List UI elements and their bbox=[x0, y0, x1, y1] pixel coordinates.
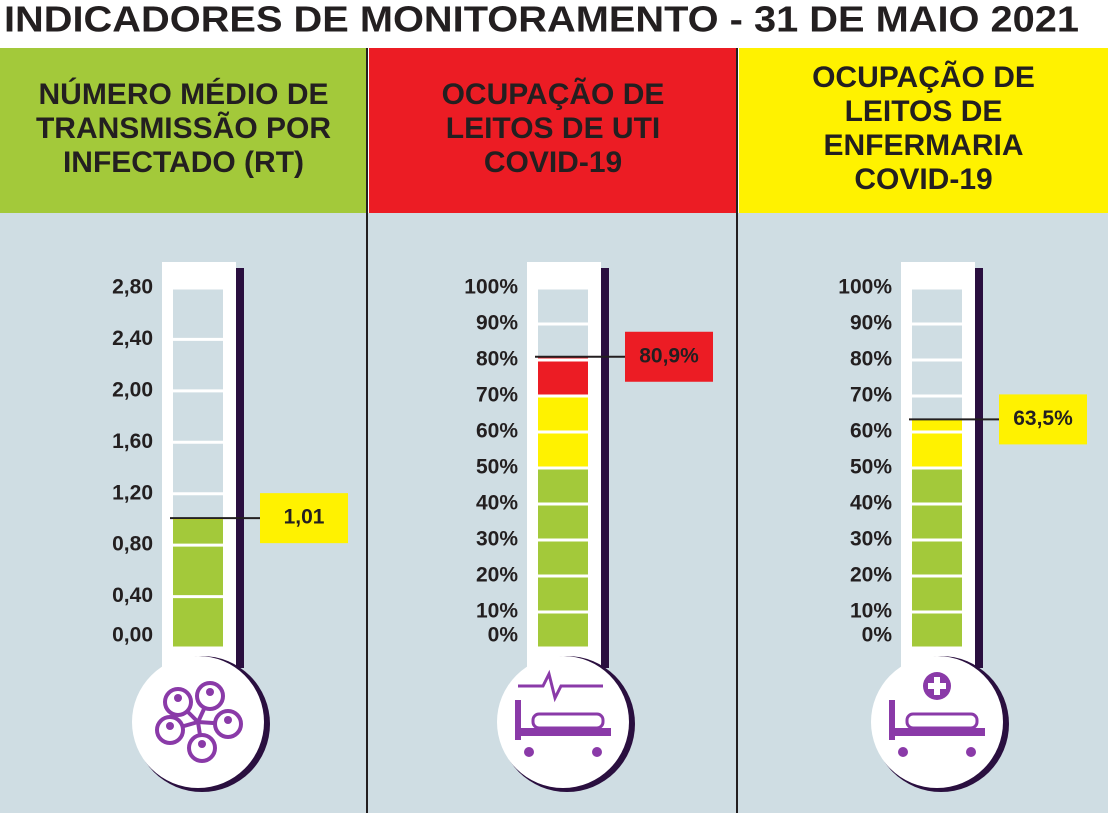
panel-title: OCUPAÇÃO DE bbox=[442, 77, 665, 111]
header-band bbox=[369, 48, 737, 213]
y-tick-label: 10% bbox=[850, 600, 892, 623]
icon bbox=[515, 669, 611, 757]
value-label: 63,5% bbox=[1013, 407, 1073, 430]
panel-title: INFECTADO (RT) bbox=[63, 146, 304, 179]
y-tick-label: 10% bbox=[476, 600, 518, 623]
panel-title: LEITOS DE bbox=[845, 95, 1003, 128]
icon-monitor bbox=[518, 669, 603, 703]
panel-title: LEITOS DE UTI bbox=[446, 112, 660, 145]
icon-headboard bbox=[515, 700, 521, 740]
value-box bbox=[260, 493, 348, 544]
y-tick-label: 20% bbox=[476, 564, 518, 587]
y-tick-label: 2,00 bbox=[112, 378, 153, 401]
y-tick-label: 1,20 bbox=[112, 481, 153, 504]
header-band bbox=[739, 48, 1108, 213]
y-tick-label: 100% bbox=[838, 276, 892, 299]
icon-bed bbox=[515, 728, 611, 736]
fill-segment bbox=[538, 468, 588, 648]
fill-segment bbox=[538, 356, 588, 396]
tube-shadow bbox=[236, 268, 244, 668]
icon-wheel bbox=[898, 747, 908, 757]
y-tick-label: 0% bbox=[862, 624, 893, 647]
icon-wheel bbox=[524, 747, 534, 757]
value-label: 80,9% bbox=[639, 344, 699, 367]
panel-title: ENFERMARIA bbox=[824, 129, 1024, 162]
icon-bed bbox=[889, 728, 985, 736]
y-tick-label: 40% bbox=[476, 492, 518, 515]
icon-head bbox=[206, 688, 214, 696]
y-tick-label: 30% bbox=[476, 528, 518, 551]
y-tick-label: 90% bbox=[476, 312, 518, 335]
y-tick-label: 50% bbox=[476, 456, 518, 479]
y-tick-label: 20% bbox=[850, 564, 892, 587]
fill-segment bbox=[912, 419, 962, 468]
value-label: 1,01 bbox=[284, 506, 325, 529]
y-tick-label: 80% bbox=[850, 348, 892, 371]
panel-title: COVID-19 bbox=[854, 163, 992, 196]
icon-head bbox=[198, 740, 206, 748]
y-tick-label: 40% bbox=[850, 492, 892, 515]
y-tick-label: 0,00 bbox=[112, 624, 153, 647]
icon-headboard bbox=[889, 700, 895, 740]
fill-segment bbox=[912, 468, 962, 648]
y-tick-label: 50% bbox=[850, 456, 892, 479]
icon-cross bbox=[928, 677, 946, 695]
panel-title: COVID-19 bbox=[484, 146, 622, 179]
icon-head bbox=[166, 722, 174, 730]
y-tick-label: 80% bbox=[476, 348, 518, 371]
panel-title: NÚMERO MÉDIO DE bbox=[38, 77, 328, 111]
icon-head bbox=[224, 716, 232, 724]
panel-title: OCUPAÇÃO DE bbox=[812, 60, 1035, 94]
y-tick-label: 2,80 bbox=[112, 276, 153, 299]
y-tick-label: 30% bbox=[850, 528, 892, 551]
y-tick-label: 70% bbox=[850, 384, 892, 407]
y-tick-label: 60% bbox=[850, 420, 892, 443]
icon-wheel bbox=[592, 747, 602, 757]
icon bbox=[155, 681, 243, 763]
value-box bbox=[999, 394, 1087, 445]
icon-mattress bbox=[905, 712, 979, 730]
y-tick-label: 0,80 bbox=[112, 533, 153, 556]
header-band bbox=[0, 48, 367, 213]
y-tick-label: 70% bbox=[476, 384, 518, 407]
tube-shadow bbox=[601, 268, 609, 668]
icon-head bbox=[174, 694, 182, 702]
y-tick-label: 2,40 bbox=[112, 327, 153, 350]
value-box bbox=[625, 331, 713, 382]
y-tick-label: 90% bbox=[850, 312, 892, 335]
panel-title: TRANSMISSÃO POR bbox=[36, 111, 331, 145]
y-tick-label: 60% bbox=[476, 420, 518, 443]
y-tick-label: 100% bbox=[464, 276, 518, 299]
icon bbox=[889, 672, 985, 757]
y-tick-label: 1,60 bbox=[112, 430, 153, 453]
tube-shadow bbox=[975, 268, 983, 668]
icon-mattress bbox=[531, 712, 605, 730]
icon-wheel bbox=[966, 747, 976, 757]
y-tick-label: 0% bbox=[488, 624, 519, 647]
page-title: INDICADORES DE MONITORAMENTO - 31 DE MAI… bbox=[4, 0, 1079, 40]
fill-segment bbox=[173, 519, 223, 648]
y-tick-label: 0,40 bbox=[112, 584, 153, 607]
